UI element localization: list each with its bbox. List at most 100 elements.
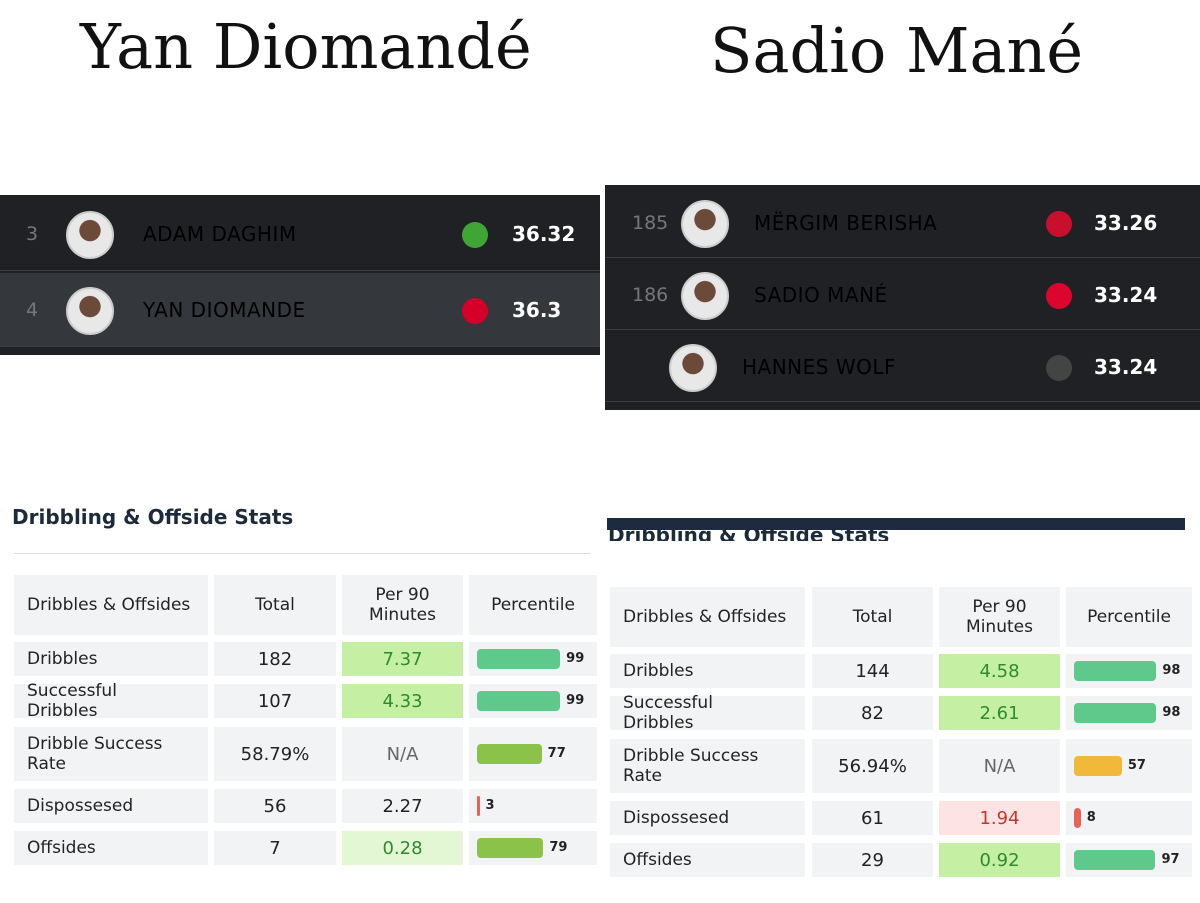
avatar xyxy=(681,272,729,320)
percentile-cell: 8 xyxy=(1066,801,1192,835)
player: MËRGIM BERISHA xyxy=(754,211,938,235)
percentile-cell: 99 xyxy=(469,684,597,718)
percentile-bar xyxy=(1074,850,1156,870)
per90: 0.92 xyxy=(979,849,1020,871)
per90: 2.27 xyxy=(382,795,423,817)
percentile: 97 xyxy=(1161,852,1180,867)
score: 36.32 xyxy=(512,222,576,246)
label: Offsides xyxy=(27,838,96,858)
rank: 185 xyxy=(632,212,669,234)
player-name: Sadio Mané xyxy=(710,14,1084,87)
rank: 3 xyxy=(26,223,39,245)
total-cell: 107 xyxy=(214,684,336,718)
per90: 0.28 xyxy=(382,837,423,859)
per90: N/A xyxy=(386,743,419,765)
team-logo xyxy=(462,298,488,324)
row-divider xyxy=(0,197,600,271)
per90-cell: 4.33 xyxy=(342,684,463,718)
label-cell: Successful Dribbles xyxy=(610,693,805,733)
score: 33.24 xyxy=(1094,283,1158,307)
total-cell: 29 xyxy=(812,843,933,877)
percentile: 57 xyxy=(1127,758,1146,773)
label-cell: Offsides xyxy=(610,843,805,877)
percentile: 79 xyxy=(549,840,568,855)
per90: 2.61 xyxy=(979,702,1020,724)
avatar xyxy=(669,344,717,392)
percentile-bar xyxy=(1074,703,1157,723)
total: 144 xyxy=(855,660,890,682)
header-text: Per 90 Minutes xyxy=(369,585,436,625)
team-logo xyxy=(1046,355,1072,381)
per90-cell: 4.58 xyxy=(939,654,1060,688)
header-text: Total xyxy=(255,595,295,615)
total-cell: 56.94% xyxy=(812,739,933,793)
percentile: 3 xyxy=(485,798,495,813)
percentile-bar xyxy=(477,691,561,711)
stats-title: Dribbling & Offside Stats xyxy=(608,523,890,541)
total-cell: 56 xyxy=(214,789,336,823)
label: Dribbles xyxy=(27,649,98,669)
percentile-bar xyxy=(477,744,542,764)
team-logo xyxy=(1046,283,1072,309)
label-cell: Dispossesed xyxy=(14,789,208,823)
header-cell: Percentile xyxy=(1066,587,1192,647)
per90-cell: 0.92 xyxy=(939,843,1060,877)
total-cell: 7 xyxy=(214,831,336,865)
label: Dispossesed xyxy=(27,796,134,816)
player-name: Yan Diomandé xyxy=(80,10,532,83)
label-cell: Offsides xyxy=(14,831,208,865)
total: 61 xyxy=(861,807,884,829)
header-text: Dribbles & Offsides xyxy=(27,595,191,615)
total: 82 xyxy=(861,702,884,724)
player: SADIO MANÉ xyxy=(754,283,888,307)
percentile-bar xyxy=(1074,661,1157,681)
per90-cell: 0.28 xyxy=(342,831,463,865)
percentile-cell: 98 xyxy=(1066,654,1192,688)
row-divider xyxy=(605,332,1200,402)
label-cell: Dribble Success Rate xyxy=(14,727,208,781)
total-cell: 182 xyxy=(214,642,336,676)
total-cell: 58.79% xyxy=(214,727,336,781)
divider xyxy=(14,553,590,554)
header-strip xyxy=(607,518,1185,530)
header-text: Percentile xyxy=(1087,607,1171,627)
per90-cell: 2.27 xyxy=(342,789,463,823)
rank: 186 xyxy=(632,284,669,306)
total: 56 xyxy=(263,795,287,817)
header-cell: Total xyxy=(812,587,933,647)
label-cell: Dribble Success Rate xyxy=(610,739,805,793)
header-cell: Per 90 Minutes xyxy=(939,587,1060,647)
percentile-bar xyxy=(1074,756,1122,776)
score: 33.26 xyxy=(1094,211,1158,235)
label-cell: Dispossesed xyxy=(610,801,805,835)
percentile: 77 xyxy=(547,746,566,761)
score: 33.24 xyxy=(1094,355,1158,379)
percentile-cell: 57 xyxy=(1066,739,1192,793)
percentile-cell: 99 xyxy=(469,642,597,676)
label-cell: Dribbles xyxy=(14,642,208,676)
header-cell: Percentile xyxy=(469,575,597,635)
per90-cell: 7.37 xyxy=(342,642,463,676)
percentile-cell: 79 xyxy=(469,831,597,865)
percentile-cell: 98 xyxy=(1066,696,1192,730)
label: Successful Dribbles xyxy=(27,681,117,721)
header-cell: Dribbles & Offsides xyxy=(610,587,805,647)
label: Dribble Success Rate xyxy=(27,734,163,774)
label: Successful Dribbles xyxy=(623,693,713,733)
per90: 7.37 xyxy=(382,648,423,670)
total: 182 xyxy=(257,648,293,670)
label: Dispossesed xyxy=(623,808,730,828)
label: Offsides xyxy=(623,850,692,870)
percentile: 99 xyxy=(566,651,585,666)
header-cell: Total xyxy=(214,575,336,635)
total: 7 xyxy=(269,837,281,859)
total: 56.94% xyxy=(838,755,907,777)
total-cell: 82 xyxy=(812,696,933,730)
label: Dribbles xyxy=(623,661,694,681)
percentile-cell: 3 xyxy=(469,789,597,823)
label-cell: Dribbles xyxy=(610,654,805,688)
label: Dribble Success Rate xyxy=(623,746,759,786)
header-text: Percentile xyxy=(491,595,575,615)
percentile-cell: 77 xyxy=(469,727,597,781)
